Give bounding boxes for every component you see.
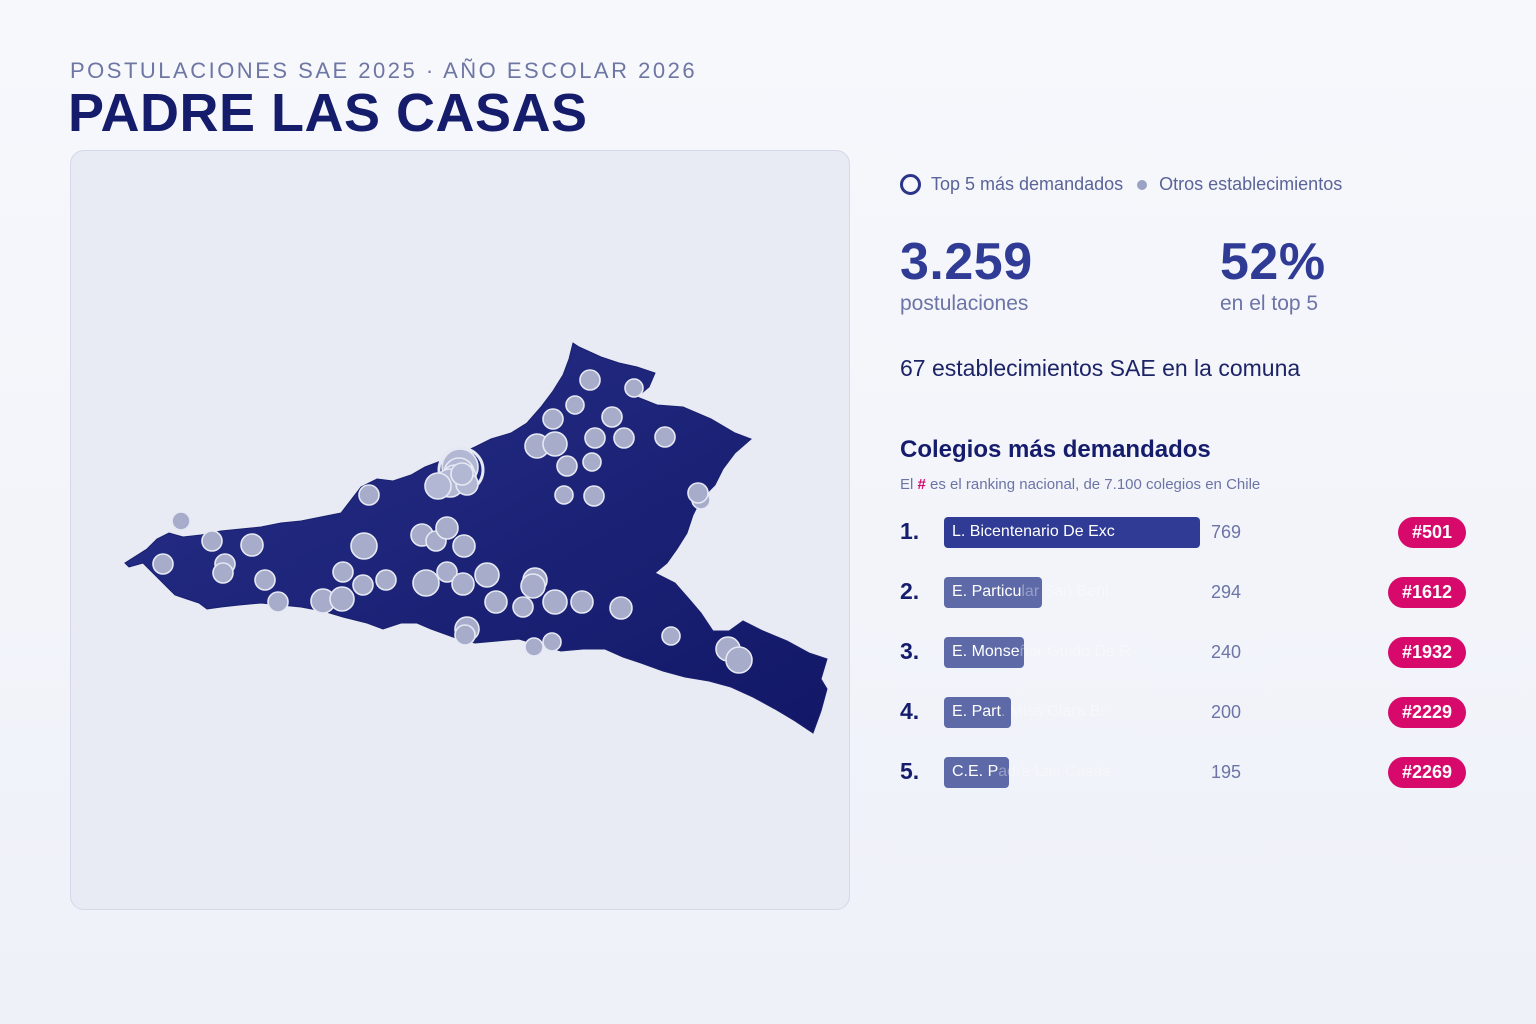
ranking-bar [944, 517, 1200, 548]
legend-others-label: Otros establecimientos [1159, 174, 1343, 194]
school-point[interactable] [484, 590, 508, 614]
school-point[interactable] [350, 532, 378, 560]
school-point[interactable] [352, 574, 374, 596]
school-point[interactable] [556, 455, 578, 477]
ranking-title: Colegios más demandados [900, 436, 1211, 463]
ranking-bar [944, 697, 1011, 728]
school-point[interactable] [661, 626, 681, 646]
top5-share-value: 52% [1220, 233, 1326, 291]
top5-ring-icon [900, 174, 921, 195]
ranking-school-name: L. Bicentenario De Exc [952, 523, 1115, 540]
ranking-position: 2. [900, 578, 920, 604]
school-point[interactable] [329, 586, 355, 612]
map-legend: Top 5 más demandados Otros establecimien… [900, 174, 1342, 195]
ranking-bar [944, 637, 1024, 668]
school-point[interactable] [201, 530, 223, 552]
others-dot-icon [1137, 179, 1148, 190]
ranking-school-name: E. Monseñor Guido De R [952, 643, 1131, 660]
school-point[interactable] [171, 511, 191, 531]
ranking-note-hash: # [917, 476, 926, 493]
school-point[interactable] [609, 596, 633, 620]
school-point[interactable] [267, 591, 289, 613]
page-title: PADRE LAS CASAS [68, 83, 588, 143]
school-point[interactable] [583, 485, 605, 507]
page-subtitle: POSTULACIONES SAE 2025 · AÑO ESCOLAR 202… [70, 58, 698, 83]
ranking-position: 1. [900, 518, 920, 544]
school-point[interactable] [624, 378, 644, 398]
school-point[interactable] [240, 533, 264, 557]
top5-school-point[interactable] [424, 472, 452, 500]
ranking-row[interactable]: 1. L. Bicentenario De Exc 769 #501 [900, 516, 1470, 550]
school-point[interactable] [451, 572, 475, 596]
school-point[interactable] [654, 426, 676, 448]
ranking-note-suffix: es el ranking nacional, de 7.100 colegio… [930, 476, 1261, 493]
school-point[interactable] [152, 553, 174, 575]
ranking-value: 240 [1211, 642, 1242, 662]
ranking-note-prefix: El [900, 476, 914, 493]
ranking-school-name: C.E. Padre Las Casas [952, 763, 1111, 780]
legend-top5-label: Top 5 más demandados [931, 174, 1124, 194]
school-point[interactable] [524, 637, 544, 657]
ranking-school-name: E. Particular San Beni [952, 583, 1109, 600]
school-point[interactable] [332, 561, 354, 583]
ranking-position: 3. [900, 638, 920, 664]
school-point[interactable] [725, 646, 753, 674]
school-point[interactable] [601, 406, 623, 428]
national-rank-badge: #2269 [1387, 757, 1466, 788]
school-point[interactable] [412, 569, 440, 597]
school-point[interactable] [554, 485, 574, 505]
ranking-bar [944, 757, 1009, 788]
school-point[interactable] [436, 561, 458, 583]
school-point[interactable] [375, 569, 397, 591]
school-point[interactable] [687, 482, 709, 504]
national-rank-badge: #2229 [1387, 697, 1466, 728]
school-point[interactable] [565, 395, 585, 415]
ranking-row[interactable]: 4. E. Part. Miss Clara Br 200 #2229 [900, 696, 1470, 730]
school-point[interactable] [613, 427, 635, 449]
school-point[interactable] [512, 596, 534, 618]
school-point[interactable] [474, 562, 500, 588]
school-point[interactable] [520, 573, 546, 599]
school-point[interactable] [254, 569, 276, 591]
commune-map[interactable] [71, 151, 849, 909]
map-panel[interactable] [70, 150, 850, 910]
establecimientos-count: 67 establecimientos SAE en la comuna [900, 355, 1301, 381]
ranking-value: 195 [1211, 762, 1242, 782]
ranking-row[interactable]: 2. E. Particular San Beni 294 #1612 [900, 576, 1470, 610]
national-rank-badge: #1612 [1387, 577, 1466, 608]
ranking-value: 769 [1211, 522, 1242, 542]
ranking-row[interactable]: 3. E. Monseñor Guido De R 240 #1932 [900, 636, 1470, 670]
school-point[interactable] [358, 484, 380, 506]
school-point[interactable] [212, 562, 234, 584]
school-point[interactable] [435, 516, 459, 540]
ranking-value: 200 [1211, 702, 1242, 722]
national-rank-badge: #501 [1397, 517, 1466, 548]
school-point[interactable] [579, 369, 601, 391]
commune-boundary [124, 342, 828, 734]
ranking-position: 5. [900, 758, 920, 784]
ranking-row[interactable]: 5. C.E. Padre Las Casas 195 #2269 [900, 756, 1470, 790]
school-point[interactable] [542, 589, 568, 615]
school-point[interactable] [454, 624, 476, 646]
top5-share-label: en el top 5 [1220, 292, 1319, 315]
ranking-value: 294 [1211, 582, 1242, 602]
school-point[interactable] [452, 534, 476, 558]
school-point[interactable] [542, 408, 564, 430]
school-point[interactable] [570, 590, 594, 614]
ranking-position: 4. [900, 698, 920, 724]
school-point[interactable] [584, 427, 606, 449]
top5-school-point[interactable] [450, 462, 474, 486]
postulaciones-value: 3.259 [900, 233, 1033, 291]
ranking-bar [944, 577, 1042, 608]
national-rank-badge: #1932 [1387, 637, 1466, 668]
ranking-note: El # es el ranking nacional, de 7.100 co… [900, 476, 1260, 493]
school-point[interactable] [542, 431, 568, 457]
school-point[interactable] [542, 632, 562, 652]
school-point[interactable] [582, 452, 602, 472]
ranking-school-name: E. Part. Miss Clara Br [952, 703, 1106, 720]
postulaciones-label: postulaciones [900, 292, 1029, 315]
